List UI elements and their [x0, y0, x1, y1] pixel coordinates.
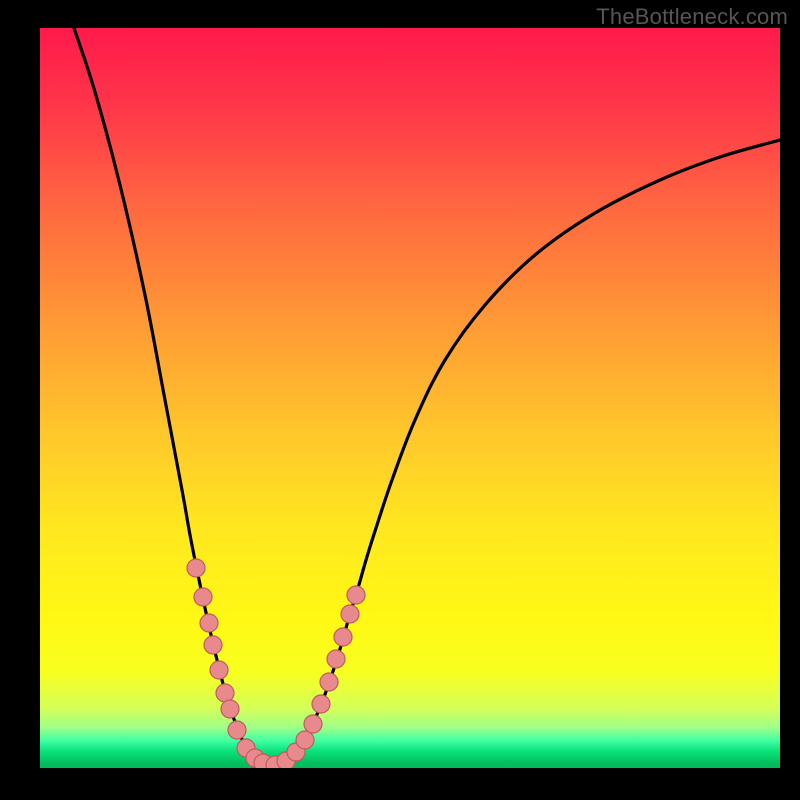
watermark-text: TheBottleneck.com	[596, 4, 788, 30]
chart-svg	[40, 28, 780, 768]
right-marker	[347, 586, 365, 604]
left-marker	[228, 721, 246, 739]
right-marker	[341, 605, 359, 623]
right-marker	[320, 673, 338, 691]
right-marker	[296, 731, 314, 749]
left-marker	[200, 614, 218, 632]
plot-area	[40, 28, 780, 768]
left-marker	[221, 700, 239, 718]
left-marker	[216, 684, 234, 702]
curve-left-branch	[74, 28, 270, 766]
right-marker	[334, 628, 352, 646]
left-marker	[194, 588, 212, 606]
left-marker	[210, 661, 228, 679]
curve-right-branch	[270, 140, 780, 766]
right-marker	[327, 650, 345, 668]
left-marker	[187, 559, 205, 577]
right-marker	[312, 695, 330, 713]
left-marker	[204, 636, 222, 654]
right-marker	[304, 715, 322, 733]
